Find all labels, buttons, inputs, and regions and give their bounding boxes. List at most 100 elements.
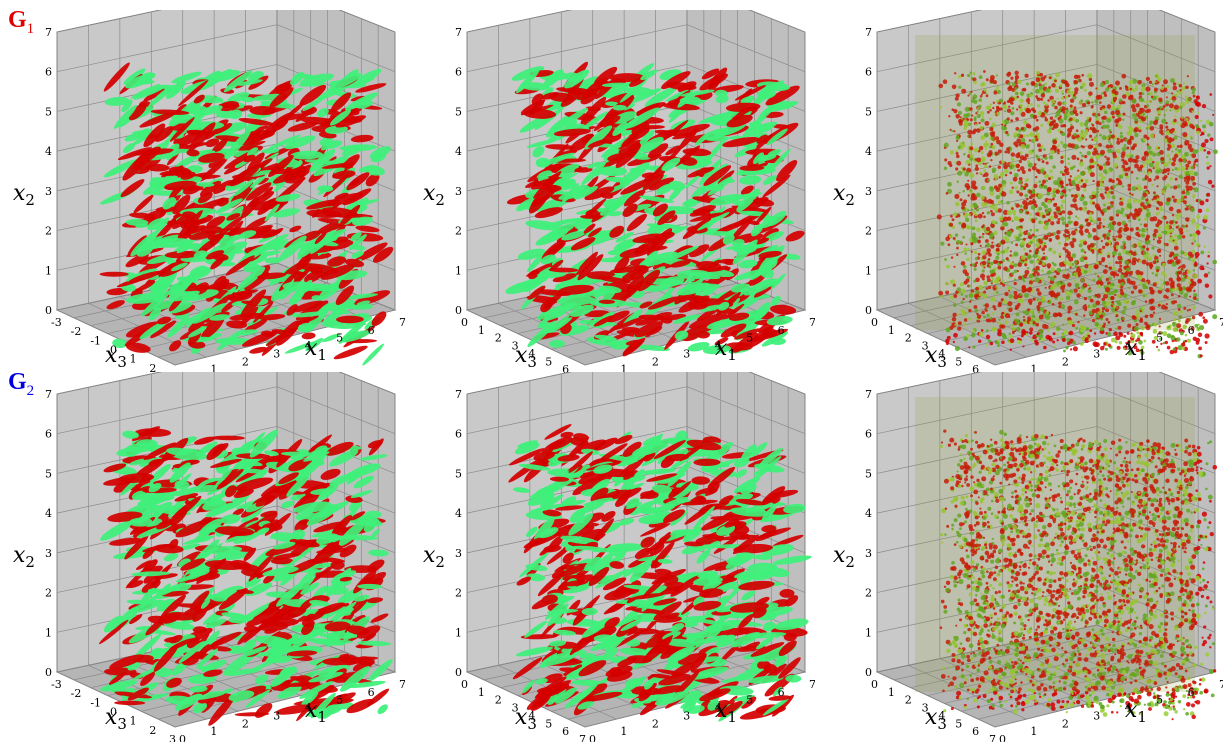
x3-tick-label: 5 [545,717,552,730]
x2-tick-label: 4 [45,145,52,158]
x1-tick-label: 7 [399,678,405,691]
x2-tick-label: 6 [865,428,872,441]
x2-tick-label: 4 [865,507,872,520]
x3-tick-label: 0 [871,316,878,329]
x3-tick-label: 1 [888,324,895,337]
x3-tick-label: 1 [478,686,485,699]
x1-tick-label: 7 [809,316,815,329]
x2-tick-label: 3 [455,547,462,560]
x2-tick-label: 1 [865,264,872,277]
x2-tick-label: 6 [865,66,872,79]
x1-tick-label: 3 [1093,347,1100,360]
x2-tick-label: 3 [45,185,52,198]
x2-tick-label: 5 [45,467,52,480]
x1-tick-label: 5 [746,332,753,345]
x2-tick-label: 1 [45,626,52,639]
x3-tick-label: 7 [579,733,586,742]
x3-tick-label: 0 [871,678,878,691]
x2-tick-label: 1 [455,264,462,277]
x2-tick-label: 7 [865,388,872,401]
x3-tick-label: 2 [495,332,502,345]
x2-axis-label: x2 [833,543,855,571]
x3-tick-label: 5 [955,717,962,730]
x2-tick-label: 7 [865,26,872,39]
x3-tick-label: -1 [90,696,101,709]
x1-tick-label: 2 [652,355,659,368]
x1-tick-label: 5 [1156,332,1163,345]
x1-tick-label: 6 [778,324,785,337]
x2-tick-label: 6 [455,428,462,441]
x2-axis-label: x2 [13,543,35,571]
x3-tick-label: 2 [905,694,912,707]
x3-tick-label: -2 [71,687,82,700]
x3-tick-label: 0 [461,678,468,691]
x2-tick-label: 4 [45,507,52,520]
x1-tick-label: 3 [683,347,690,360]
x2-tick-label: 5 [455,105,462,118]
x2-tick-label: 6 [45,66,52,79]
x2-tick-label: 1 [865,626,872,639]
x1-tick-label: 2 [652,717,659,730]
x1-tick-label: 0 [999,733,1006,742]
x2-tick-label: 3 [865,185,872,198]
x3-tick-label: 0 [461,316,468,329]
x3-tick-label: -1 [90,334,101,347]
x2-tick-label: 5 [45,105,52,118]
x3-tick-label: 6 [972,725,979,738]
x3-axis-label: x3 [105,705,127,733]
x1-axis-label: x1 [715,336,737,364]
x3-tick-label: 1 [478,324,485,337]
x2-tick-label: 4 [455,145,462,158]
x2-tick-label: 1 [45,264,52,277]
x2-tick-label: 2 [455,225,462,238]
x1-tick-label: 7 [399,316,405,329]
x2-tick-label: 7 [45,26,52,39]
x1-tick-label: 3 [273,709,280,722]
x1-tick-label: 7 [809,678,815,691]
x2-tick-label: 2 [455,587,462,600]
x2-tick-label: 5 [455,467,462,480]
x1-axis-label: x1 [1125,698,1147,726]
x2-tick-label: 6 [455,66,462,79]
x1-tick-label: 5 [1156,694,1163,707]
x3-tick-label: 6 [562,725,569,738]
x1-tick-label: 3 [1093,709,1100,722]
vortex-structures [915,35,1218,358]
x1-tick-label: 3 [273,347,280,360]
x2-tick-label: 2 [865,225,872,238]
x1-tick-label: 3 [683,709,690,722]
x3-tick-label: 1 [130,715,137,728]
x3-tick-label: -3 [51,678,62,691]
x2-tick-label: 3 [45,547,52,560]
x1-tick-label: 0 [589,733,596,742]
x1-tick-label: 0 [179,733,186,742]
x2-tick-label: 3 [455,185,462,198]
x1-tick-label: 1 [1030,725,1037,738]
x1-tick-label: 7 [1219,316,1223,329]
x1-tick-label: 6 [368,324,375,337]
x3-tick-label: 5 [955,355,962,368]
x1-tick-label: 2 [242,717,249,730]
x2-axis-label: x2 [13,181,35,209]
x3-tick-label: 1 [130,353,137,366]
x1-tick-label: 6 [1188,324,1195,337]
x2-tick-label: 1 [455,626,462,639]
x2-axis-label: x2 [423,181,445,209]
x1-tick-label: 2 [1062,355,1069,368]
x2-tick-label: 7 [45,388,52,401]
x2-tick-label: 6 [45,428,52,441]
x1-tick-label: 6 [368,686,375,699]
x3-tick-label: 2 [495,694,502,707]
x1-tick-label: 5 [336,332,343,345]
x2-tick-label: 2 [865,587,872,600]
x1-tick-label: 2 [1062,717,1069,730]
x1-tick-label: 5 [746,694,753,707]
